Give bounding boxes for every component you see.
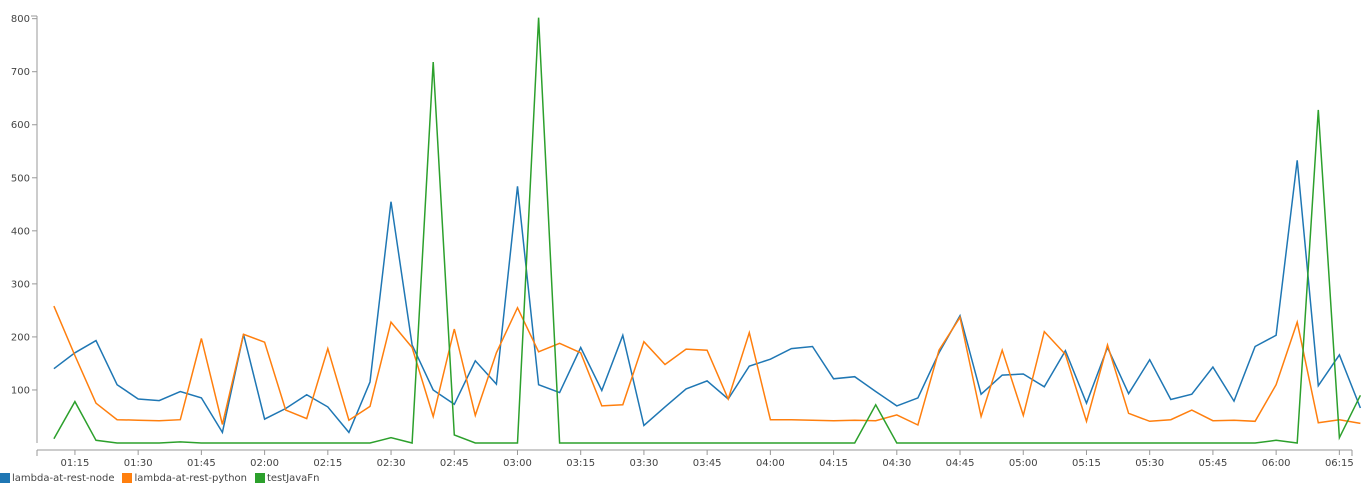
- x-tick-label: 05:15: [1072, 458, 1101, 469]
- y-tick-label: 800: [11, 14, 30, 25]
- x-tick-label: 05:45: [1198, 458, 1227, 469]
- x-tick-label: 03:45: [693, 458, 722, 469]
- y-tick-label: 200: [11, 332, 30, 343]
- legend-label: lambda-at-rest-python: [134, 472, 247, 484]
- x-tick-label: 01:45: [187, 458, 216, 469]
- legend-swatch: [122, 473, 133, 483]
- x-tick-label: 06:00: [1262, 458, 1291, 469]
- legend-item-lambda-at-rest-node[interactable]: lambda-at-rest-node: [0, 473, 114, 484]
- series-line-lambda-at-rest-python: [53, 305, 1361, 427]
- series-line-testJavaFn: [53, 17, 1362, 444]
- y-tick-label: 300: [11, 279, 30, 290]
- y-tick-label: 400: [11, 226, 30, 237]
- series-layer: [53, 17, 1362, 444]
- legend-swatch: [0, 473, 10, 483]
- y-tick-label: 100: [11, 385, 30, 396]
- legend-label: testJavaFn: [266, 472, 320, 484]
- x-tick-label: 04:45: [946, 458, 975, 469]
- x-tick-label: 02:45: [440, 458, 469, 469]
- x-tick-label: 02:30: [377, 458, 406, 469]
- x-tick-label: 01:30: [124, 458, 153, 469]
- x-tick-label: 02:15: [313, 458, 342, 469]
- x-tick-label: 06:15: [1325, 458, 1354, 469]
- legend-item-lambda-at-rest-python[interactable]: lambda-at-rest-python: [122, 473, 247, 484]
- x-tick-label: 03:30: [630, 458, 659, 469]
- x-tick-label: 04:15: [819, 458, 848, 469]
- legend: lambda-at-rest-node lambda-at-rest-python…: [0, 471, 327, 485]
- x-tick-label: 03:15: [566, 458, 595, 469]
- x-axis: 01:15 01:30 01:45 02:00 02:15 02:30 02:45 03:00…: [36, 449, 1354, 469]
- x-tick-label: 03:00: [503, 458, 532, 469]
- x-tick-label: 02:00: [250, 458, 279, 469]
- x-tick-label: 04:30: [882, 458, 911, 469]
- legend-swatch: [254, 473, 265, 483]
- line-chart: 100 200 300 400 500 600 700 800 01:15 01:30 01:45…: [11, 14, 1362, 469]
- series-line-lambda-at-rest-node: [53, 160, 1362, 435]
- x-tick-label: 05:30: [1135, 458, 1164, 469]
- legend-label: lambda-at-rest-node: [12, 472, 115, 484]
- y-axis: 100 200 300 400 500 600 700 800: [11, 14, 38, 443]
- x-tick-label: 01:15: [61, 458, 90, 469]
- y-tick-label: 600: [11, 120, 30, 131]
- y-tick-label: 700: [11, 67, 30, 78]
- legend-item-testJavaFn[interactable]: testJavaFn: [254, 472, 320, 484]
- x-tick-label: 05:00: [1009, 458, 1038, 469]
- y-tick-label: 500: [11, 173, 30, 184]
- x-tick-label: 04:00: [756, 458, 785, 469]
